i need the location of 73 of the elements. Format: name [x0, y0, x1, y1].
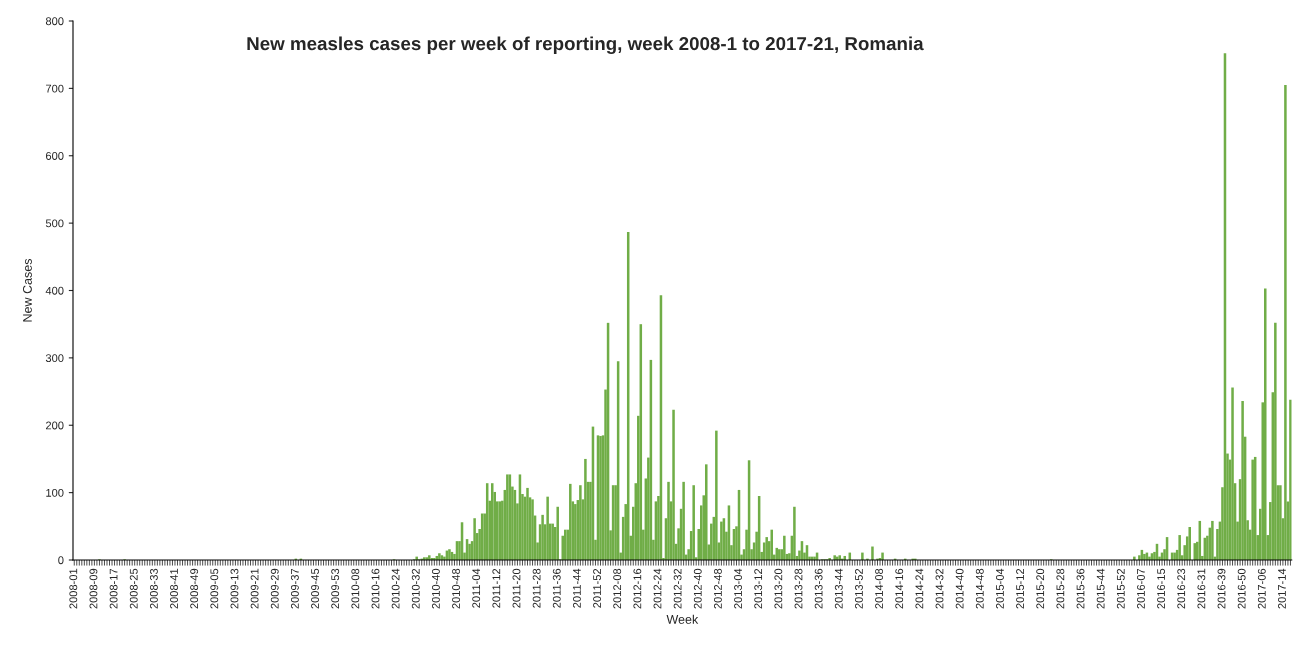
- y-tick-label: 700: [46, 84, 64, 93]
- x-tick-label: 2013-44: [834, 568, 843, 609]
- x-tick-label: 2013-36: [814, 568, 823, 609]
- x-tick-label: 2014-40: [955, 568, 964, 609]
- x-tick-label: 2013-12: [754, 568, 763, 609]
- x-tick-label: 2013-04: [734, 568, 742, 609]
- x-tick-label: 2015-52: [1116, 568, 1125, 609]
- x-tick-label: 2012-40: [693, 568, 702, 609]
- x-tick-label: 2011-52: [593, 568, 601, 608]
- x-tick-label: 2008-25: [129, 568, 138, 609]
- x-tick-label: 2015-44: [1096, 568, 1105, 609]
- x-tick-label: 2016-23: [1177, 568, 1186, 609]
- x-tick-label: 2011-36: [552, 568, 561, 608]
- text: New measles cases per week of reporting, week 2008-1 to 2017-21, Romania: [247, 36, 924, 55]
- x-tick-label: 2013-52: [854, 568, 863, 609]
- x-tick-label: 2015-28: [1056, 568, 1065, 609]
- y-tick-label: 100: [46, 488, 64, 497]
- x-tick-label: 2008-41: [170, 568, 178, 609]
- x-tick-label: 2016-39: [1217, 568, 1226, 609]
- x-tick-label: 2011-28: [532, 568, 541, 608]
- x-tick-label: 2009-45: [311, 568, 319, 609]
- x-tick-label: 2016-31: [1197, 568, 1206, 609]
- x-tick-label: 2009-37: [290, 568, 299, 609]
- x-tick-label: 2010-24: [391, 568, 400, 609]
- x-tick-label: 2012-32: [673, 568, 682, 609]
- x-tick-label: 2017-06: [1257, 568, 1266, 609]
- x-tick-label: 2014-16: [895, 568, 904, 609]
- x-tick-label: 2008-33: [149, 568, 158, 609]
- x-tick-label: 2010-08: [351, 568, 360, 609]
- x-tick-label: 2009-29: [270, 568, 279, 609]
- x-tick-label: 2016-07: [1137, 568, 1145, 609]
- x-tick-label: 2011-04: [472, 568, 481, 608]
- x-tick-label: 2011-44: [572, 568, 581, 608]
- x-tick-label: 2014-48: [975, 568, 984, 609]
- x-tick-label: 2016-50: [1237, 568, 1246, 609]
- x-tick-label: 2012-16: [633, 568, 642, 609]
- x-tick-label: 2014-08: [875, 568, 883, 609]
- x-axis-title: Week: [666, 614, 699, 624]
- x-tick-label: 2008-17: [109, 568, 118, 609]
- x-tick-label: 2008-01: [69, 568, 78, 609]
- y-tick-label: 400: [45, 286, 64, 295]
- x-tick-label: 2015-20: [1036, 568, 1045, 609]
- x-tick-label: 2010-40: [431, 568, 440, 609]
- y-axis-title: New Cases: [23, 259, 32, 322]
- x-tick-label: 2014-24: [915, 568, 924, 609]
- x-tick-label: 2013-20: [774, 568, 783, 609]
- x-tick-label: 2011-12: [492, 568, 501, 608]
- x-tick-label: 2009-05: [210, 568, 219, 609]
- x-tick-label: 2015-12: [1016, 568, 1025, 609]
- y-tick-label: 300: [45, 354, 64, 363]
- x-tick-label: 2015-04: [995, 568, 1004, 609]
- x-tick-label: 2012-08: [613, 568, 622, 609]
- x-tick-label: 2010-48: [452, 568, 460, 609]
- y-tick-label: 500: [45, 219, 64, 228]
- y-tick-label: 800: [45, 17, 64, 26]
- y-tick-label: 0: [58, 556, 64, 565]
- x-tick-label: 2009-21: [250, 568, 259, 609]
- x-tick-label: 2010-32: [411, 568, 420, 609]
- x-tick-label: 2008-49: [190, 568, 199, 609]
- y-tick-label: 200: [45, 421, 64, 430]
- x-tick-label: 2009-53: [331, 568, 340, 609]
- x-tick-label: 2012-48: [713, 568, 722, 609]
- x-tick-label: 2009-13: [230, 568, 239, 609]
- x-tick-label: 2012-24: [653, 568, 662, 609]
- x-tick-label: 2013-28: [794, 568, 803, 609]
- x-tick-label: 2015-36: [1076, 568, 1085, 609]
- x-tick-label: 2017-14: [1278, 568, 1286, 609]
- x-tick-label: 2011-20: [512, 568, 521, 608]
- x-tick-label: 2010-16: [371, 568, 380, 609]
- x-tick-label: 2008-09: [89, 568, 98, 609]
- x-tick-label: 2016-15: [1157, 568, 1166, 609]
- y-tick-label: 600: [46, 152, 64, 160]
- x-tick-label: 2014-32: [935, 568, 944, 609]
